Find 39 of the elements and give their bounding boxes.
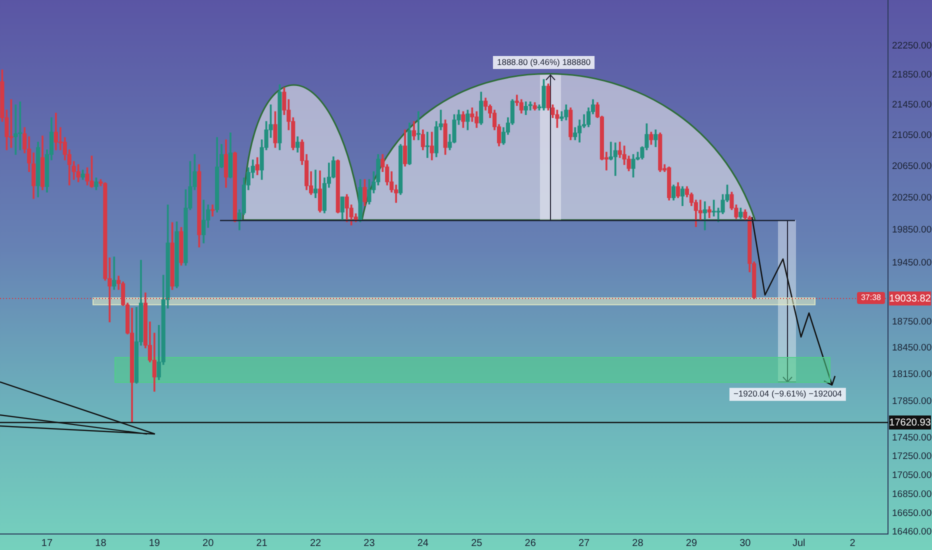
x-tick-label: 19: [148, 538, 160, 549]
y-tick-label: 20250.00: [892, 192, 932, 204]
y-tick-label: 21850.00: [892, 70, 932, 81]
x-tick-label: Jul: [792, 538, 806, 549]
x-tick-label: 17: [41, 538, 53, 549]
y-tick-label: 16460.00: [892, 526, 932, 538]
y-tick-label: 18450.00: [892, 342, 932, 354]
x-tick-label: 28: [632, 538, 644, 549]
y-tick-label: 17450.00: [892, 432, 932, 444]
x-tick-label: 25: [471, 538, 483, 549]
x-tick-label: 27: [578, 538, 590, 549]
x-tick-label: 29: [686, 538, 698, 549]
x-tick-label: 2: [850, 538, 856, 549]
annotation: −1920.04 (−9.61%) −192004: [733, 388, 842, 399]
y-tick-label: 21050.00: [892, 130, 932, 141]
x-tick-label: 21: [256, 538, 268, 549]
x-tick-label: 30: [740, 538, 752, 549]
y-tick-label: 17850.00: [892, 396, 932, 407]
x-tick-label: 23: [364, 538, 376, 549]
y-tick-label: 17250.00: [892, 451, 932, 462]
annotation: 37:38: [856, 292, 886, 304]
y-tick-label: 16850.00: [892, 488, 932, 500]
y-tick-label: 21450.00: [892, 99, 932, 110]
x-tick-label: 26: [524, 538, 536, 549]
ref-line-label: 17620.93: [889, 417, 932, 428]
y-tick-label: 19850.00: [892, 224, 932, 236]
ref-line-label: 19033.82: [889, 293, 932, 304]
x-tick-label: 20: [202, 538, 214, 549]
x-tick-label: 24: [417, 538, 429, 549]
y-tick-label: 17050.00: [892, 470, 932, 481]
y-tick-label: 18750.00: [892, 316, 932, 328]
y-tick-label: 20650.00: [892, 160, 932, 172]
y-tick-label: 16650.00: [892, 508, 932, 520]
y-tick-label: 19450.00: [892, 257, 932, 268]
y-tick-label: 18150.00: [892, 368, 932, 380]
x-tick-label: 22: [310, 538, 322, 549]
y-tick-label: 22250.00: [892, 40, 932, 52]
annotation: 1888.80 (9.46%) 188880: [496, 56, 591, 67]
x-tick-label: 18: [95, 538, 107, 549]
